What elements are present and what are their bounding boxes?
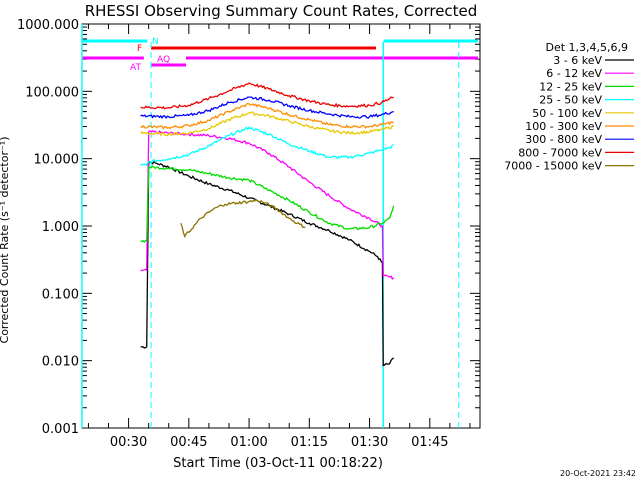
series-line-4 bbox=[140, 111, 395, 137]
legend-entry-8: 7000 - 15000 keV bbox=[504, 160, 602, 173]
x-tick-label: 01:00 bbox=[230, 435, 267, 450]
series-line-6 bbox=[140, 96, 394, 119]
y-tick-label: 100.000 bbox=[25, 85, 79, 100]
legend-title: Det 1,3,4,5,6,9 bbox=[545, 41, 628, 54]
x-axis: 00:30 00:45 01:00 01:15 01:30 01:45 bbox=[87, 24, 471, 450]
series-line-0 bbox=[140, 160, 395, 367]
legend-entry-0: 3 - 6 keV bbox=[553, 54, 602, 67]
y-tick-label: 0.010 bbox=[42, 355, 79, 370]
y-tick-label: 0.001 bbox=[42, 422, 79, 437]
x-tick-label: 01:45 bbox=[411, 435, 448, 450]
y-axis: 0.001 0.010 0.100 1.000 10.000 100.000 1000.00… bbox=[17, 18, 480, 437]
series-line-7 bbox=[140, 82, 394, 110]
legend-entry-1: 6 - 12 keV bbox=[546, 67, 602, 80]
series-layer bbox=[140, 82, 395, 367]
x-tick-label: 00:45 bbox=[170, 435, 207, 450]
plot-frame bbox=[81, 23, 481, 429]
y-axis-label: Corrected Count Rate (s⁻¹ detector⁻¹) bbox=[0, 137, 11, 344]
flag-label-at: AT bbox=[130, 63, 141, 73]
legend-entry-6: 300 - 800 keV bbox=[525, 133, 602, 146]
chart-title: RHESSI Observing Summary Count Rates, Co… bbox=[85, 2, 478, 20]
flag-label-aq: AQ bbox=[157, 55, 170, 65]
y-tick-label: 1000.000 bbox=[17, 18, 79, 33]
x-tick-label: 01:15 bbox=[291, 435, 328, 450]
legend-entry-5: 100 - 300 keV bbox=[525, 120, 602, 133]
legend-entry-7: 800 - 7000 keV bbox=[518, 146, 602, 159]
x-tick-label: 01:30 bbox=[351, 435, 388, 450]
series-line-5 bbox=[140, 103, 394, 130]
flag-label-n: N bbox=[152, 37, 159, 47]
plot-border bbox=[81, 23, 481, 429]
flag-label-f: F bbox=[137, 44, 142, 54]
series-line-2 bbox=[140, 165, 395, 244]
y-tick-label: 1.000 bbox=[42, 220, 79, 235]
legend-entry-4: 50 - 100 keV bbox=[532, 107, 602, 120]
legend-entry-3: 25 - 50 keV bbox=[539, 94, 602, 107]
footer-timestamp: 20-Oct-2021 23:42 bbox=[560, 469, 636, 478]
x-axis-label: Start Time (03-Oct-11 00:18:22) bbox=[173, 456, 383, 471]
series-line-8 bbox=[180, 199, 306, 239]
status-flags: NF AQ AT bbox=[81, 24, 478, 428]
series-line-1 bbox=[140, 129, 395, 280]
series-line-3 bbox=[140, 126, 394, 167]
legend-entry-2: 12 - 25 keV bbox=[539, 80, 602, 93]
y-tick-label: 0.100 bbox=[42, 287, 79, 302]
y-tick-label: 10.000 bbox=[34, 153, 80, 168]
x-tick-label: 00:30 bbox=[110, 435, 147, 450]
